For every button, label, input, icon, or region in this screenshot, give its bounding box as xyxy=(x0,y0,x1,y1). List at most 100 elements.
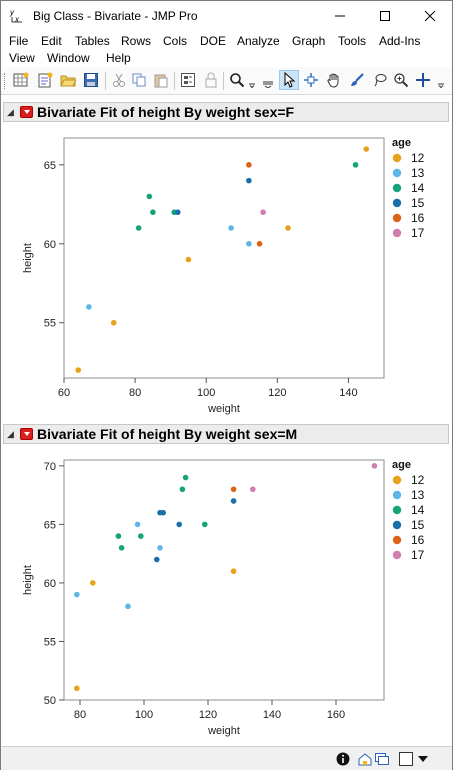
window-list-icon[interactable] xyxy=(374,750,390,768)
legend-marker[interactable] xyxy=(392,490,402,500)
toolbar-grip[interactable] xyxy=(4,73,6,89)
data-point-age-17[interactable] xyxy=(250,486,256,493)
legend-label[interactable]: 12 xyxy=(411,473,425,487)
data-point-age-14[interactable] xyxy=(352,162,359,168)
legend-marker[interactable] xyxy=(392,535,402,545)
menu-view[interactable]: View xyxy=(9,51,35,65)
new-script-icon[interactable] xyxy=(35,70,55,90)
report-header-female[interactable]: ◢ Bivariate Fit of height By weight sex=… xyxy=(3,102,449,122)
data-point-age-12[interactable] xyxy=(74,685,80,692)
toolbar-overflow-icon[interactable] xyxy=(435,70,447,90)
data-point-age-14[interactable] xyxy=(135,225,142,231)
home-window-icon[interactable] xyxy=(357,750,373,768)
menu-analyze[interactable]: Analyze xyxy=(237,34,280,48)
legend-marker[interactable] xyxy=(392,153,402,163)
legend-marker[interactable] xyxy=(392,505,402,515)
paste-icon[interactable] xyxy=(151,70,171,90)
arrow-tool-icon[interactable] xyxy=(279,70,299,90)
data-point-age-15[interactable] xyxy=(246,177,252,184)
brush-icon[interactable] xyxy=(347,70,367,90)
data-point-age-17[interactable] xyxy=(371,463,378,469)
legend-label[interactable]: 17 xyxy=(411,548,425,562)
save-icon[interactable] xyxy=(81,70,101,90)
data-point-age-12[interactable] xyxy=(75,367,82,373)
dropdown-arrow-icon[interactable] xyxy=(417,750,429,768)
maximize-button[interactable] xyxy=(362,1,407,31)
data-point-age-13[interactable] xyxy=(157,545,163,551)
data-point-age-14[interactable] xyxy=(179,486,186,493)
lasso-icon[interactable] xyxy=(370,70,390,90)
legend-marker[interactable] xyxy=(392,550,402,560)
data-point-age-14[interactable] xyxy=(115,533,122,539)
disclosure-triangle-icon[interactable]: ◢ xyxy=(7,429,14,439)
data-point-age-16[interactable] xyxy=(256,240,263,247)
report-header-male[interactable]: ◢ Bivariate Fit of height By weight sex=… xyxy=(3,424,449,444)
menu-window[interactable]: Window xyxy=(47,51,90,65)
legend-label[interactable]: 15 xyxy=(411,196,425,210)
data-point-age-13[interactable] xyxy=(246,240,252,247)
legend-label[interactable]: 16 xyxy=(411,533,425,547)
selection-tool-icon[interactable] xyxy=(301,70,321,90)
data-point-age-13[interactable] xyxy=(125,603,131,610)
legend-label[interactable]: 14 xyxy=(411,181,425,195)
legend-marker[interactable] xyxy=(392,168,402,178)
data-point-age-14[interactable] xyxy=(202,521,208,528)
cut-icon[interactable] xyxy=(109,70,129,90)
legend-label[interactable]: 13 xyxy=(411,488,425,502)
crosshair-icon[interactable] xyxy=(413,70,433,90)
data-point-age-14[interactable] xyxy=(150,209,156,216)
legend-label[interactable]: 16 xyxy=(411,211,425,225)
magnifier-icon[interactable] xyxy=(391,70,411,90)
legend-marker[interactable] xyxy=(392,183,402,193)
data-point-age-12[interactable] xyxy=(285,225,291,231)
red-triangle-menu-icon[interactable] xyxy=(20,106,33,118)
info-icon[interactable] xyxy=(335,750,351,768)
data-point-age-16[interactable] xyxy=(246,162,252,168)
scatter-plot-female[interactable]: 60 80 100 120 140 55 60 65 weight height age121314… xyxy=(9,128,447,418)
data-point-age-15[interactable] xyxy=(160,509,166,516)
legend-label[interactable]: 15 xyxy=(411,518,425,532)
disclosure-triangle-icon[interactable]: ◢ xyxy=(7,107,14,117)
data-point-age-15[interactable] xyxy=(230,498,237,504)
legend-label[interactable]: 14 xyxy=(411,503,425,517)
legend-marker[interactable] xyxy=(392,475,402,485)
legend-marker[interactable] xyxy=(392,228,402,238)
scatter-plot-male[interactable]: 80 100 120 140 1605055606570weightheightage1… xyxy=(9,450,447,740)
legend-marker[interactable] xyxy=(392,520,402,530)
data-point-age-15[interactable] xyxy=(174,209,181,216)
menu-edit[interactable]: Edit xyxy=(41,34,62,48)
legend-label[interactable]: 17 xyxy=(411,226,425,240)
legend-marker[interactable] xyxy=(392,198,402,208)
data-point-age-12[interactable] xyxy=(90,580,96,586)
new-data-table-icon[interactable] xyxy=(11,70,31,90)
menu-tables[interactable]: Tables xyxy=(75,34,110,48)
data-point-age-15[interactable] xyxy=(176,521,182,528)
search-icon[interactable] xyxy=(227,70,247,90)
legend-marker[interactable] xyxy=(392,213,402,223)
minimize-button[interactable] xyxy=(317,1,362,31)
data-point-age-14[interactable] xyxy=(146,193,153,200)
data-point-age-13[interactable] xyxy=(134,521,141,528)
show-subset-icon[interactable] xyxy=(178,70,198,90)
menu-add-ins[interactable]: Add-Ins xyxy=(379,34,421,48)
open-folder-icon[interactable] xyxy=(58,70,78,90)
data-point-age-14[interactable] xyxy=(138,533,144,539)
lock-icon[interactable] xyxy=(201,70,221,90)
close-button[interactable] xyxy=(407,1,452,31)
toolbar-overflow-icon[interactable] xyxy=(247,70,257,90)
data-point-age-14[interactable] xyxy=(182,474,189,481)
data-point-age-14[interactable] xyxy=(118,545,125,551)
data-point-age-13[interactable] xyxy=(86,304,92,310)
data-point-age-12[interactable] xyxy=(110,319,117,326)
data-point-age-12[interactable] xyxy=(185,256,192,263)
menu-doe[interactable]: DOE xyxy=(200,34,227,48)
red-triangle-menu-icon[interactable] xyxy=(20,428,33,440)
menu-cols[interactable]: Cols xyxy=(163,34,188,48)
checkbox-icon[interactable] xyxy=(398,750,414,768)
menu-file[interactable]: File xyxy=(9,34,29,48)
menu-tools[interactable]: Tools xyxy=(338,34,367,48)
data-point-age-13[interactable] xyxy=(74,591,80,598)
data-point-age-13[interactable] xyxy=(228,225,234,231)
grabber-hand-icon[interactable] xyxy=(324,70,344,90)
data-point-age-15[interactable] xyxy=(154,556,160,563)
